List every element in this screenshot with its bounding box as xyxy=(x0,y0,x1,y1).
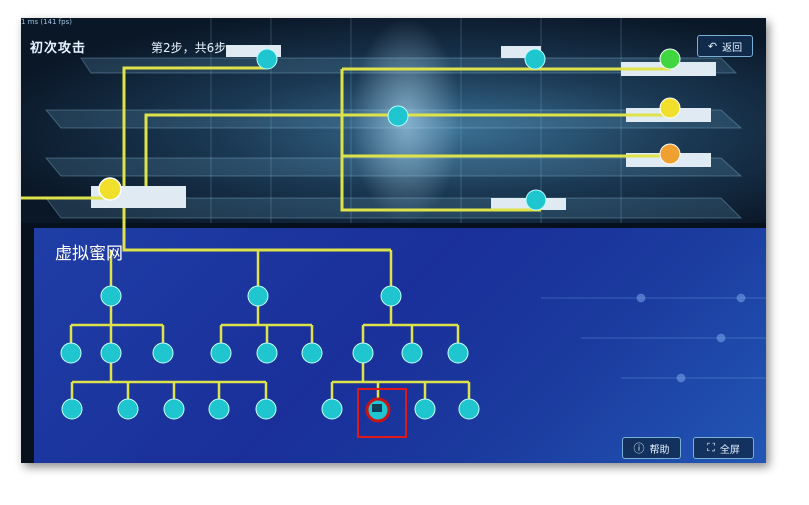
back-button[interactable]: ↶ 返回 xyxy=(697,35,753,57)
help-button-label: 帮助 xyxy=(649,444,670,456)
server-orange xyxy=(659,143,681,165)
switch-node xyxy=(352,342,374,364)
host-node xyxy=(301,342,323,364)
honeynet-title: 虚拟蜜网 xyxy=(55,244,123,264)
fullscreen-button[interactable]: ⛶ 全屏 xyxy=(693,437,754,459)
host-node xyxy=(210,342,232,364)
question-icon: ⓘ xyxy=(633,442,645,455)
host-node xyxy=(152,342,174,364)
switch-node xyxy=(247,285,269,307)
host-node xyxy=(163,398,185,420)
host-node xyxy=(208,398,230,420)
switch-center xyxy=(387,105,409,127)
simulation-viewport: 1 ms (141 fps) 初次攻击 第2步，共6步 虚拟蜜网 ↶ 返回 ⓘ … xyxy=(21,18,766,463)
rack-columns xyxy=(210,18,622,223)
back-button-label: 返回 xyxy=(722,42,743,54)
top-nodes xyxy=(98,48,681,211)
fps-readout: 1 ms (141 fps) xyxy=(21,18,72,26)
honeynet-cables xyxy=(69,250,471,409)
top-host-1 xyxy=(256,48,278,70)
expand-icon: ⛶ xyxy=(707,441,715,454)
host-node xyxy=(60,342,82,364)
server-green xyxy=(659,48,681,70)
host-node xyxy=(117,398,139,420)
circuit-decoration xyxy=(541,293,766,383)
host-node xyxy=(321,398,343,420)
network-topology xyxy=(21,18,766,438)
server-yellow xyxy=(659,97,681,119)
host-node xyxy=(414,398,436,420)
top-cables xyxy=(21,66,671,252)
selected-host[interactable] xyxy=(357,388,407,438)
pc-icon xyxy=(372,404,382,412)
switch-node xyxy=(100,285,122,307)
host-node xyxy=(256,342,278,364)
switch-node xyxy=(100,342,122,364)
host-node xyxy=(447,342,469,364)
fullscreen-button-label: 全屏 xyxy=(719,444,740,456)
top-host-3 xyxy=(525,189,547,211)
host-node xyxy=(401,342,423,364)
router-yellow xyxy=(98,177,122,201)
host-node xyxy=(255,398,277,420)
host-node xyxy=(61,398,83,420)
top-host-2 xyxy=(524,48,546,70)
back-arrow-icon: ↶ xyxy=(707,39,718,53)
step-indicator: 第2步，共6步 xyxy=(151,41,227,55)
help-button[interactable]: ⓘ 帮助 xyxy=(622,437,681,459)
switch-node xyxy=(380,285,402,307)
scene-title: 初次攻击 xyxy=(30,41,87,56)
honeynet-nodes xyxy=(60,285,480,420)
host-node xyxy=(458,398,480,420)
